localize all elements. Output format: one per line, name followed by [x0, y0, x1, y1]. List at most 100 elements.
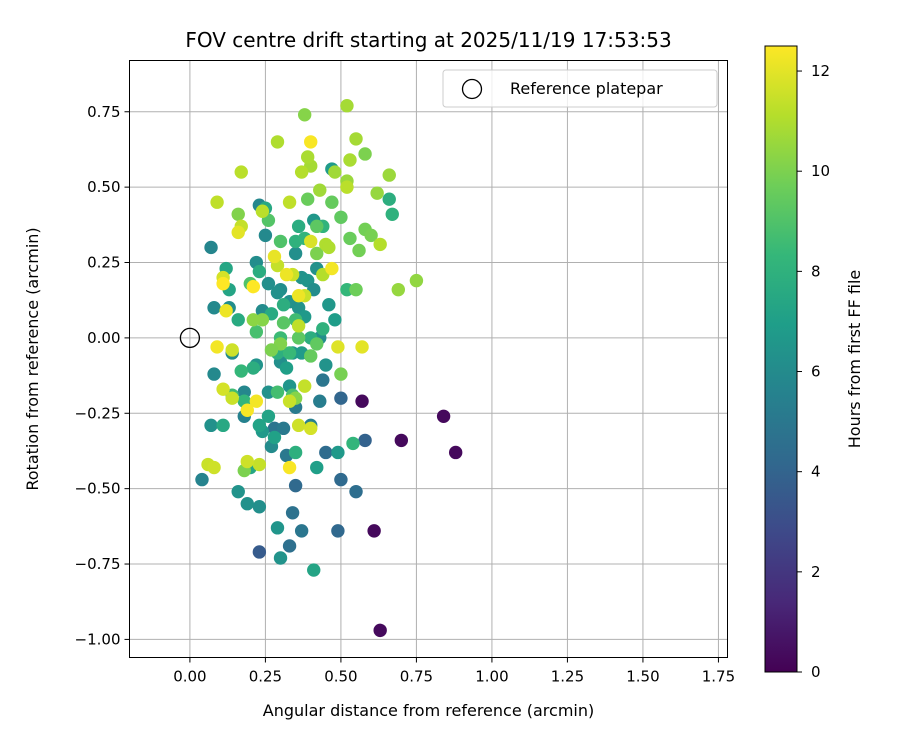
- data-point-89: [316, 322, 330, 336]
- data-point-186: [246, 279, 261, 294]
- data-point-24: [273, 551, 288, 565]
- data-point-179: [325, 261, 339, 276]
- data-point-10: [285, 506, 300, 520]
- colorbar-frame: [764, 45, 798, 673]
- data-point-141: [313, 183, 327, 197]
- data-point-16: [334, 391, 348, 405]
- y-axis-label: Rotation from reference (arcmin): [23, 227, 42, 490]
- colorbar: 0 2 4 6 8 10 12 Hours from first FF file: [764, 45, 864, 681]
- legend: Reference platepar: [442, 69, 718, 108]
- data-point-167: [216, 382, 230, 396]
- data-point-162: [291, 418, 306, 433]
- legend-label: Reference platepar: [510, 79, 663, 98]
- data-point-121: [352, 243, 366, 258]
- data-point-132: [391, 282, 405, 297]
- data-point-113: [300, 192, 315, 206]
- data-point-184: [219, 304, 233, 318]
- colorbar-tick-label-6: 12: [811, 62, 830, 80]
- data-point-160: [297, 379, 312, 393]
- data-point-153: [210, 195, 224, 209]
- data-point-53: [270, 285, 285, 300]
- data-point-3: [448, 445, 463, 460]
- data-point-112: [310, 219, 324, 234]
- data-point-177: [279, 267, 294, 282]
- colorbar-tick-label-5: 10: [811, 162, 830, 180]
- y-tick-label-0: 0.75: [87, 103, 120, 121]
- y-tick-label-4: −0.25: [75, 404, 121, 422]
- colorbar-tick-label-4: 8: [811, 262, 821, 280]
- data-point-70: [267, 430, 282, 445]
- data-point-71: [261, 409, 276, 423]
- colorbar-tick-label-3: 6: [811, 363, 821, 381]
- data-point-25: [270, 521, 285, 535]
- scatter-points: [195, 99, 463, 638]
- data-point-86: [291, 219, 306, 234]
- data-point-175: [231, 225, 245, 240]
- data-point-111: [310, 337, 324, 351]
- y-tick-label-7: −1.00: [75, 630, 121, 648]
- data-point-74: [252, 418, 267, 433]
- y-tick-label-5: −0.50: [75, 480, 121, 498]
- data-point-32: [207, 301, 221, 315]
- data-point-110: [304, 349, 318, 363]
- data-point-161: [282, 394, 297, 408]
- data-point-108: [276, 316, 291, 330]
- legend-box: [442, 69, 718, 108]
- x-tick-label-3: 0.75: [400, 668, 433, 686]
- data-point-9: [294, 524, 309, 538]
- data-point-65: [319, 358, 333, 372]
- data-point-54: [288, 246, 303, 261]
- data-point-146: [322, 240, 336, 255]
- colorbar-ticks: 0 2 4 6 8 10 12: [797, 62, 830, 681]
- data-point-8: [282, 539, 297, 553]
- data-point-92: [382, 192, 396, 206]
- data-point-17: [316, 373, 330, 387]
- data-point-174: [355, 340, 369, 354]
- data-point-11: [288, 478, 303, 493]
- data-point-28: [231, 484, 245, 499]
- data-point-100: [234, 364, 248, 378]
- data-point-14: [358, 433, 372, 448]
- data-point-21: [313, 394, 327, 408]
- data-point-180: [210, 340, 224, 354]
- x-tick-label-5: 1.25: [551, 668, 584, 686]
- y-tick-label-1: 0.50: [87, 178, 120, 196]
- data-point-27: [240, 497, 254, 511]
- colorbar-label: Hours from first FF file: [845, 270, 864, 449]
- x-axis-label: Angular distance from reference (arcmin): [263, 701, 594, 720]
- data-point-133: [409, 273, 424, 288]
- colorbar-tick-label-0: 0: [811, 663, 821, 681]
- reference-platepar-marker: [179, 327, 201, 349]
- data-point-93: [385, 207, 399, 221]
- data-point-166: [207, 460, 221, 475]
- data-point-107: [273, 234, 288, 249]
- x-tick-label-6: 1.50: [626, 668, 659, 686]
- data-point-79: [246, 361, 261, 375]
- x-tick-label-0: 0.00: [173, 668, 206, 686]
- data-point-23: [276, 421, 291, 436]
- data-point-139: [340, 99, 354, 113]
- data-point-67: [310, 460, 324, 475]
- data-point-149: [294, 165, 309, 179]
- colorbar-gradient: [765, 46, 797, 672]
- data-point-164: [240, 454, 254, 469]
- data-point-152: [234, 165, 248, 179]
- data-point-163: [252, 457, 267, 472]
- data-point-1: [367, 524, 381, 538]
- y-axis-ticks: 0.75 0.50 0.25 0.00 −0.25 −0.50 −0.75 −1.00: [75, 103, 130, 648]
- data-point-168: [225, 391, 239, 405]
- data-point-182: [249, 394, 264, 408]
- data-point-147: [373, 237, 387, 252]
- data-point-140: [343, 153, 357, 167]
- data-point-69: [279, 361, 294, 375]
- data-point-150: [282, 195, 297, 209]
- plot-frame: [129, 60, 728, 658]
- x-tick-label-7: 1.75: [702, 668, 735, 686]
- data-point-159: [291, 319, 306, 333]
- data-point-33: [204, 240, 218, 255]
- data-point-90: [288, 445, 303, 460]
- data-point-4: [394, 433, 409, 448]
- x-axis-ticks: 0.00 0.25 0.50 0.75 1.00 1.25 1.50 1.75: [173, 657, 735, 686]
- data-point-116: [343, 231, 357, 246]
- data-point-29: [195, 472, 209, 487]
